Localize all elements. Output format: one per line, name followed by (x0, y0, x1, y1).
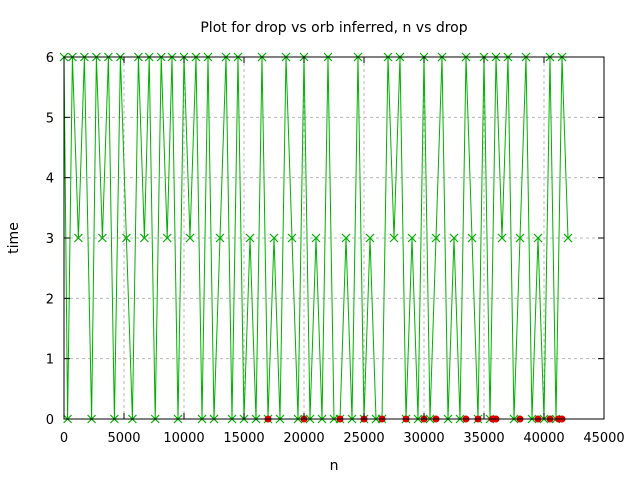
data-point (162, 233, 172, 243)
x-tick-label: 0 (60, 431, 68, 446)
data-point (73, 233, 83, 243)
x-tick-label: 5000 (107, 431, 140, 446)
data-point (341, 233, 351, 243)
data-point (431, 233, 441, 243)
x-tick-label: 25000 (343, 431, 384, 446)
data-point (467, 233, 477, 243)
data-point (97, 233, 107, 243)
data-point (121, 233, 131, 243)
data-point (245, 233, 255, 243)
chart-title: Plot for drop vs orb inferred, n vs drop (200, 20, 467, 36)
data-point (311, 233, 321, 243)
axes: 0 5000 10000 15000 20000 25000 30000 35000 40000… (46, 51, 625, 446)
data-point (365, 233, 375, 243)
data-point (515, 233, 525, 243)
grid (64, 57, 604, 419)
data-point (563, 233, 573, 243)
data-point (269, 233, 279, 243)
data-point (497, 233, 507, 243)
y-tick-label: 4 (46, 172, 54, 187)
y-tick-label: 0 (46, 413, 54, 428)
y-tick-label: 2 (46, 292, 54, 307)
x-tick-label: 40000 (523, 431, 564, 446)
data-point (287, 233, 297, 243)
data-point (185, 233, 195, 243)
data-point (533, 233, 543, 243)
x-axis-label: n (330, 458, 339, 474)
x-tick-label: 35000 (463, 431, 504, 446)
data-point (389, 233, 399, 243)
x-tick-label: 20000 (283, 431, 324, 446)
y-tick-label: 5 (46, 111, 54, 126)
x-tick-label: 15000 (223, 431, 264, 446)
x-tick-label: 30000 (403, 431, 444, 446)
y-tick-label: 6 (46, 51, 54, 66)
x-tick-label: 45000 (583, 431, 624, 446)
series-line (63, 56, 569, 420)
data-point (139, 233, 149, 243)
data-point (407, 233, 417, 243)
y-axis-label: time (6, 222, 22, 254)
x-tick-label: 10000 (163, 431, 204, 446)
y-tick-label: 3 (46, 232, 54, 247)
data-point (215, 233, 225, 243)
y-tick-label: 1 (46, 353, 54, 368)
data-point (449, 233, 459, 243)
